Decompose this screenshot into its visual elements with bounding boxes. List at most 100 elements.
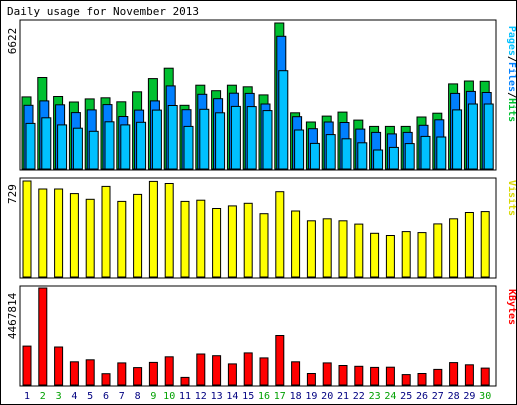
bar-visits <box>117 200 127 278</box>
day-label: 8 <box>135 391 141 402</box>
bar-pages <box>88 130 99 170</box>
day-label: 3 <box>56 391 62 402</box>
max-label-visits: 729 <box>6 184 19 204</box>
day-label: 30 <box>479 391 491 402</box>
bar-visits <box>54 188 64 278</box>
bar-kbytes <box>401 374 411 386</box>
bars-visits <box>22 180 490 278</box>
day-label: 12 <box>195 391 207 402</box>
legend-files: Files <box>506 62 516 92</box>
bar-pages <box>262 110 273 170</box>
day-label: 7 <box>119 391 125 402</box>
bar-visits <box>306 220 316 278</box>
bar-kbytes <box>417 373 427 386</box>
bar-kbytes <box>164 356 174 386</box>
day-label: 9 <box>150 391 156 402</box>
day-label: 16 <box>258 391 270 402</box>
bar-kbytes <box>227 363 237 386</box>
bar-visits <box>133 193 143 278</box>
bar-pages <box>294 129 305 170</box>
day-label: 14 <box>226 391 238 402</box>
bar-kbytes <box>101 373 111 386</box>
bar-visits <box>101 185 111 278</box>
bar-visits <box>338 220 348 278</box>
day-label: 23 <box>369 391 381 402</box>
bar-kbytes <box>259 357 269 386</box>
day-label: 21 <box>337 391 349 402</box>
bar-visits <box>148 180 158 278</box>
bar-visits <box>370 232 380 278</box>
bar-pages <box>199 108 210 170</box>
bar-kbytes <box>275 335 285 386</box>
legend-hits: Hits <box>506 98 516 122</box>
bar-visits <box>180 200 190 278</box>
day-label: 4 <box>71 391 77 402</box>
bar-pages <box>183 125 194 170</box>
day-label: 22 <box>353 391 365 402</box>
bar-kbytes <box>306 373 316 386</box>
bar-visits <box>275 191 285 278</box>
bar-visits <box>85 198 95 278</box>
day-label: 24 <box>384 391 396 402</box>
bar-kbytes <box>370 366 380 386</box>
day-label: 11 <box>179 391 191 402</box>
bar-pages <box>278 70 289 170</box>
bar-visits <box>243 202 253 278</box>
bar-pages <box>483 103 494 170</box>
bar-pages <box>325 134 336 170</box>
bar-pages <box>436 136 447 170</box>
bar-kbytes <box>354 365 364 386</box>
legend-pages: Pages <box>506 26 516 56</box>
bars-kbytes <box>22 287 490 386</box>
bar-kbytes <box>54 346 64 386</box>
bar-visits <box>401 231 411 278</box>
bar-visits <box>449 218 459 278</box>
day-label: 10 <box>163 391 175 402</box>
bar-kbytes <box>148 361 158 386</box>
day-label: 19 <box>305 391 317 402</box>
bar-visits <box>385 235 395 278</box>
bar-kbytes <box>433 368 443 386</box>
bar-pages <box>136 121 147 170</box>
bar-pages <box>120 124 131 170</box>
bar-kbytes <box>117 362 127 386</box>
bar-kbytes <box>38 287 48 386</box>
bar-visits <box>480 211 490 278</box>
day-label: 2 <box>40 391 46 402</box>
bar-kbytes <box>480 367 490 386</box>
day-label: 18 <box>290 391 302 402</box>
bar-kbytes <box>385 366 395 386</box>
svg-text:Pages/Files/Hits: Pages/Files/Hits <box>506 26 516 122</box>
bar-pages <box>373 149 384 170</box>
bar-pages <box>404 143 415 170</box>
bar-kbytes <box>85 359 95 386</box>
day-label: 6 <box>103 391 109 402</box>
legend-visits: Visits <box>506 180 516 216</box>
legend-pages-files-hits: Pages/Files/Hits <box>506 26 516 122</box>
bar-pages <box>57 124 68 170</box>
chart-title: Daily usage for November 2013 <box>7 5 199 18</box>
bar-pages <box>467 103 478 170</box>
bar-pages <box>215 112 226 170</box>
day-label: 5 <box>87 391 93 402</box>
bar-pages <box>41 117 52 170</box>
bar-pages <box>341 138 352 170</box>
bars-pages-files-hits <box>21 22 494 170</box>
bar-visits <box>433 223 443 278</box>
bar-kbytes <box>180 376 190 386</box>
bar-visits <box>417 232 427 278</box>
day-label: 17 <box>274 391 286 402</box>
bar-kbytes <box>69 361 79 386</box>
bar-pages <box>420 135 431 170</box>
bar-kbytes <box>133 367 143 386</box>
bar-kbytes <box>291 361 301 386</box>
day-label: 28 <box>448 391 460 402</box>
bar-visits <box>227 205 237 278</box>
bar-kbytes <box>22 345 32 386</box>
bar-kbytes <box>322 362 332 386</box>
day-label: 27 <box>432 391 444 402</box>
bar-pages <box>388 146 399 170</box>
bar-visits <box>196 199 206 278</box>
